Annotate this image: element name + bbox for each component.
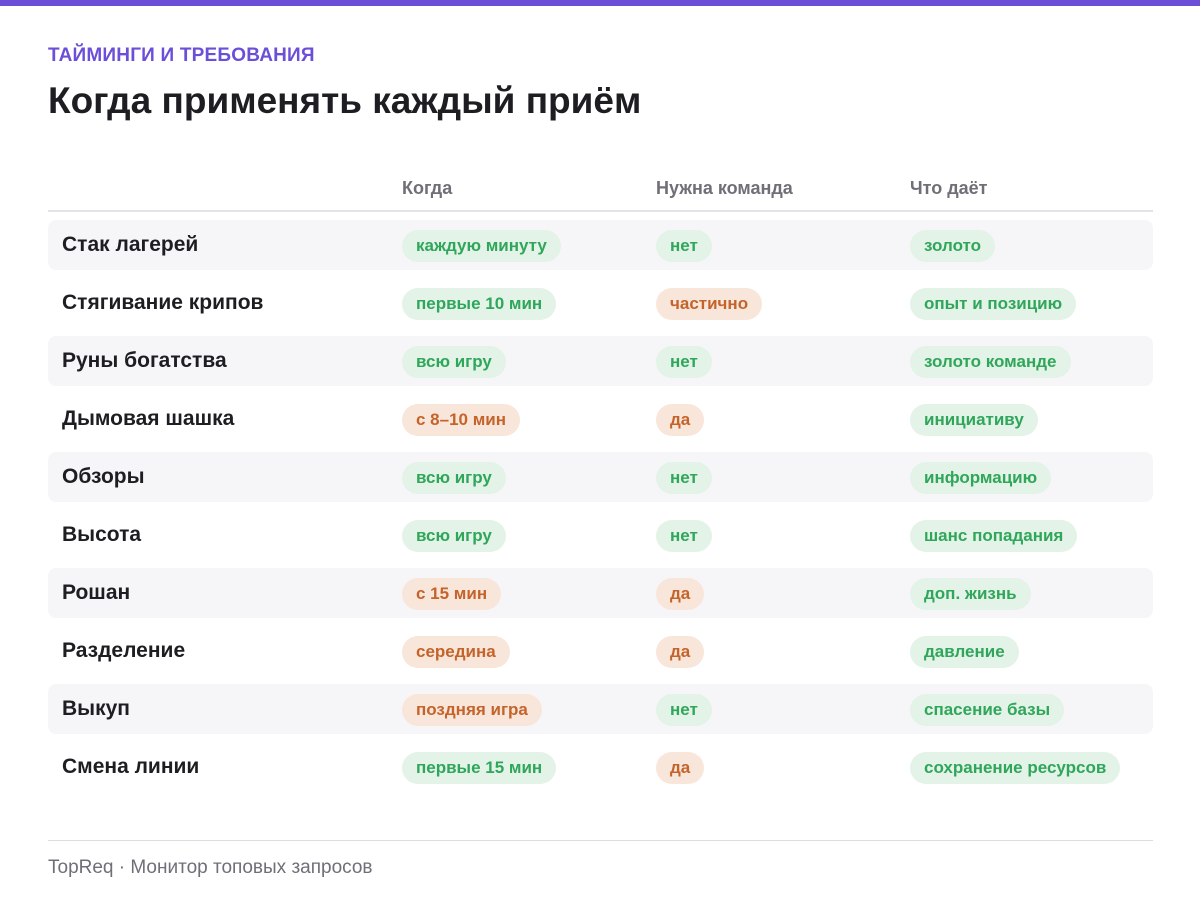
column-header-team-needed: Нужна команда	[656, 178, 793, 198]
footer-separator: ·	[118, 857, 126, 878]
gives-pill: спасение базы	[910, 694, 1065, 726]
when-pill: всю игру	[402, 462, 506, 494]
when-pill: с 8–10 мин	[402, 404, 521, 436]
column-header-when: Когда	[402, 178, 453, 198]
footer-tagline: Монитор топовых запросов	[130, 857, 373, 878]
column-header-gives: Что даёт	[910, 178, 988, 198]
team-needed-pill: нет	[656, 230, 712, 262]
when-pill: с 15 мин	[402, 578, 502, 610]
team-needed-pill: нет	[656, 694, 712, 726]
footer-brand: TopReq	[48, 857, 114, 878]
page-title: Когда применять каждый приём	[48, 80, 642, 121]
gives-pill: инициативу	[910, 404, 1038, 436]
footer-divider	[48, 840, 1153, 841]
row-technique-name: Стягивание крипов	[62, 291, 264, 314]
when-pill: первые 15 мин	[402, 752, 557, 784]
gives-pill: золото	[910, 230, 996, 262]
table-row: Высота всю игру нет шанс попадания	[48, 510, 1153, 560]
table-row: Дымовая шашка с 8–10 мин да инициативу	[48, 394, 1153, 444]
team-needed-pill: да	[656, 636, 705, 668]
section-kicker: ТАЙМИНГИ И ТРЕБОВАНИЯ	[48, 45, 315, 66]
gives-pill: информацию	[910, 462, 1052, 494]
row-technique-name: Смена линии	[62, 755, 200, 778]
gives-pill: шанс попадания	[910, 520, 1078, 552]
table-row: Обзоры всю игру нет информацию	[48, 452, 1153, 502]
team-needed-pill: да	[656, 578, 705, 610]
row-technique-name: Выкуп	[62, 697, 130, 720]
team-needed-pill: нет	[656, 346, 712, 378]
table-row: Стягивание крипов первые 10 мин частично оп…	[48, 278, 1153, 328]
gives-pill: опыт и позицию	[910, 288, 1077, 320]
gives-pill: доп. жизнь	[910, 578, 1031, 610]
when-pill: всю игру	[402, 520, 506, 552]
gives-pill: золото команде	[910, 346, 1071, 378]
table-body: Стак лагерей каждую минуту нет золото Стягив…	[48, 220, 1153, 792]
when-pill: всю игру	[402, 346, 506, 378]
row-technique-name: Обзоры	[62, 465, 145, 488]
team-needed-pill: да	[656, 404, 705, 436]
row-technique-name: Рошан	[62, 581, 131, 604]
table-row: Рошан с 15 мин да доп. жизнь	[48, 568, 1153, 618]
team-needed-pill: да	[656, 752, 705, 784]
row-technique-name: Руны богатства	[62, 349, 227, 372]
row-technique-name: Высота	[62, 523, 142, 546]
when-pill: первые 10 мин	[402, 288, 557, 320]
team-needed-pill: нет	[656, 520, 712, 552]
table-row: Смена линии первые 15 мин да сохранение рес…	[48, 742, 1153, 792]
table-row: Стак лагерей каждую минуту нет золото	[48, 220, 1153, 270]
techniques-table: Когда Нужна команда Что даёт Стак лагере…	[48, 168, 1153, 800]
footer: TopReq · Монитор топовых запросов	[48, 857, 373, 879]
table-header: Когда Нужна команда Что даёт	[48, 168, 1153, 212]
gives-pill: сохранение ресурсов	[910, 752, 1121, 784]
when-pill: поздняя игра	[402, 694, 542, 726]
accent-top-bar	[0, 0, 1200, 6]
table-row: Выкуп поздняя игра нет спасение базы	[48, 684, 1153, 734]
gives-pill: давление	[910, 636, 1019, 668]
team-needed-pill: нет	[656, 462, 712, 494]
table-row: Руны богатства всю игру нет золото команде	[48, 336, 1153, 386]
team-needed-pill: частично	[656, 288, 763, 320]
table-row: Разделение середина да давление	[48, 626, 1153, 676]
when-pill: середина	[402, 636, 510, 668]
row-technique-name: Стак лагерей	[62, 233, 199, 256]
when-pill: каждую минуту	[402, 230, 561, 262]
row-technique-name: Дымовая шашка	[62, 407, 235, 430]
row-technique-name: Разделение	[62, 639, 186, 662]
